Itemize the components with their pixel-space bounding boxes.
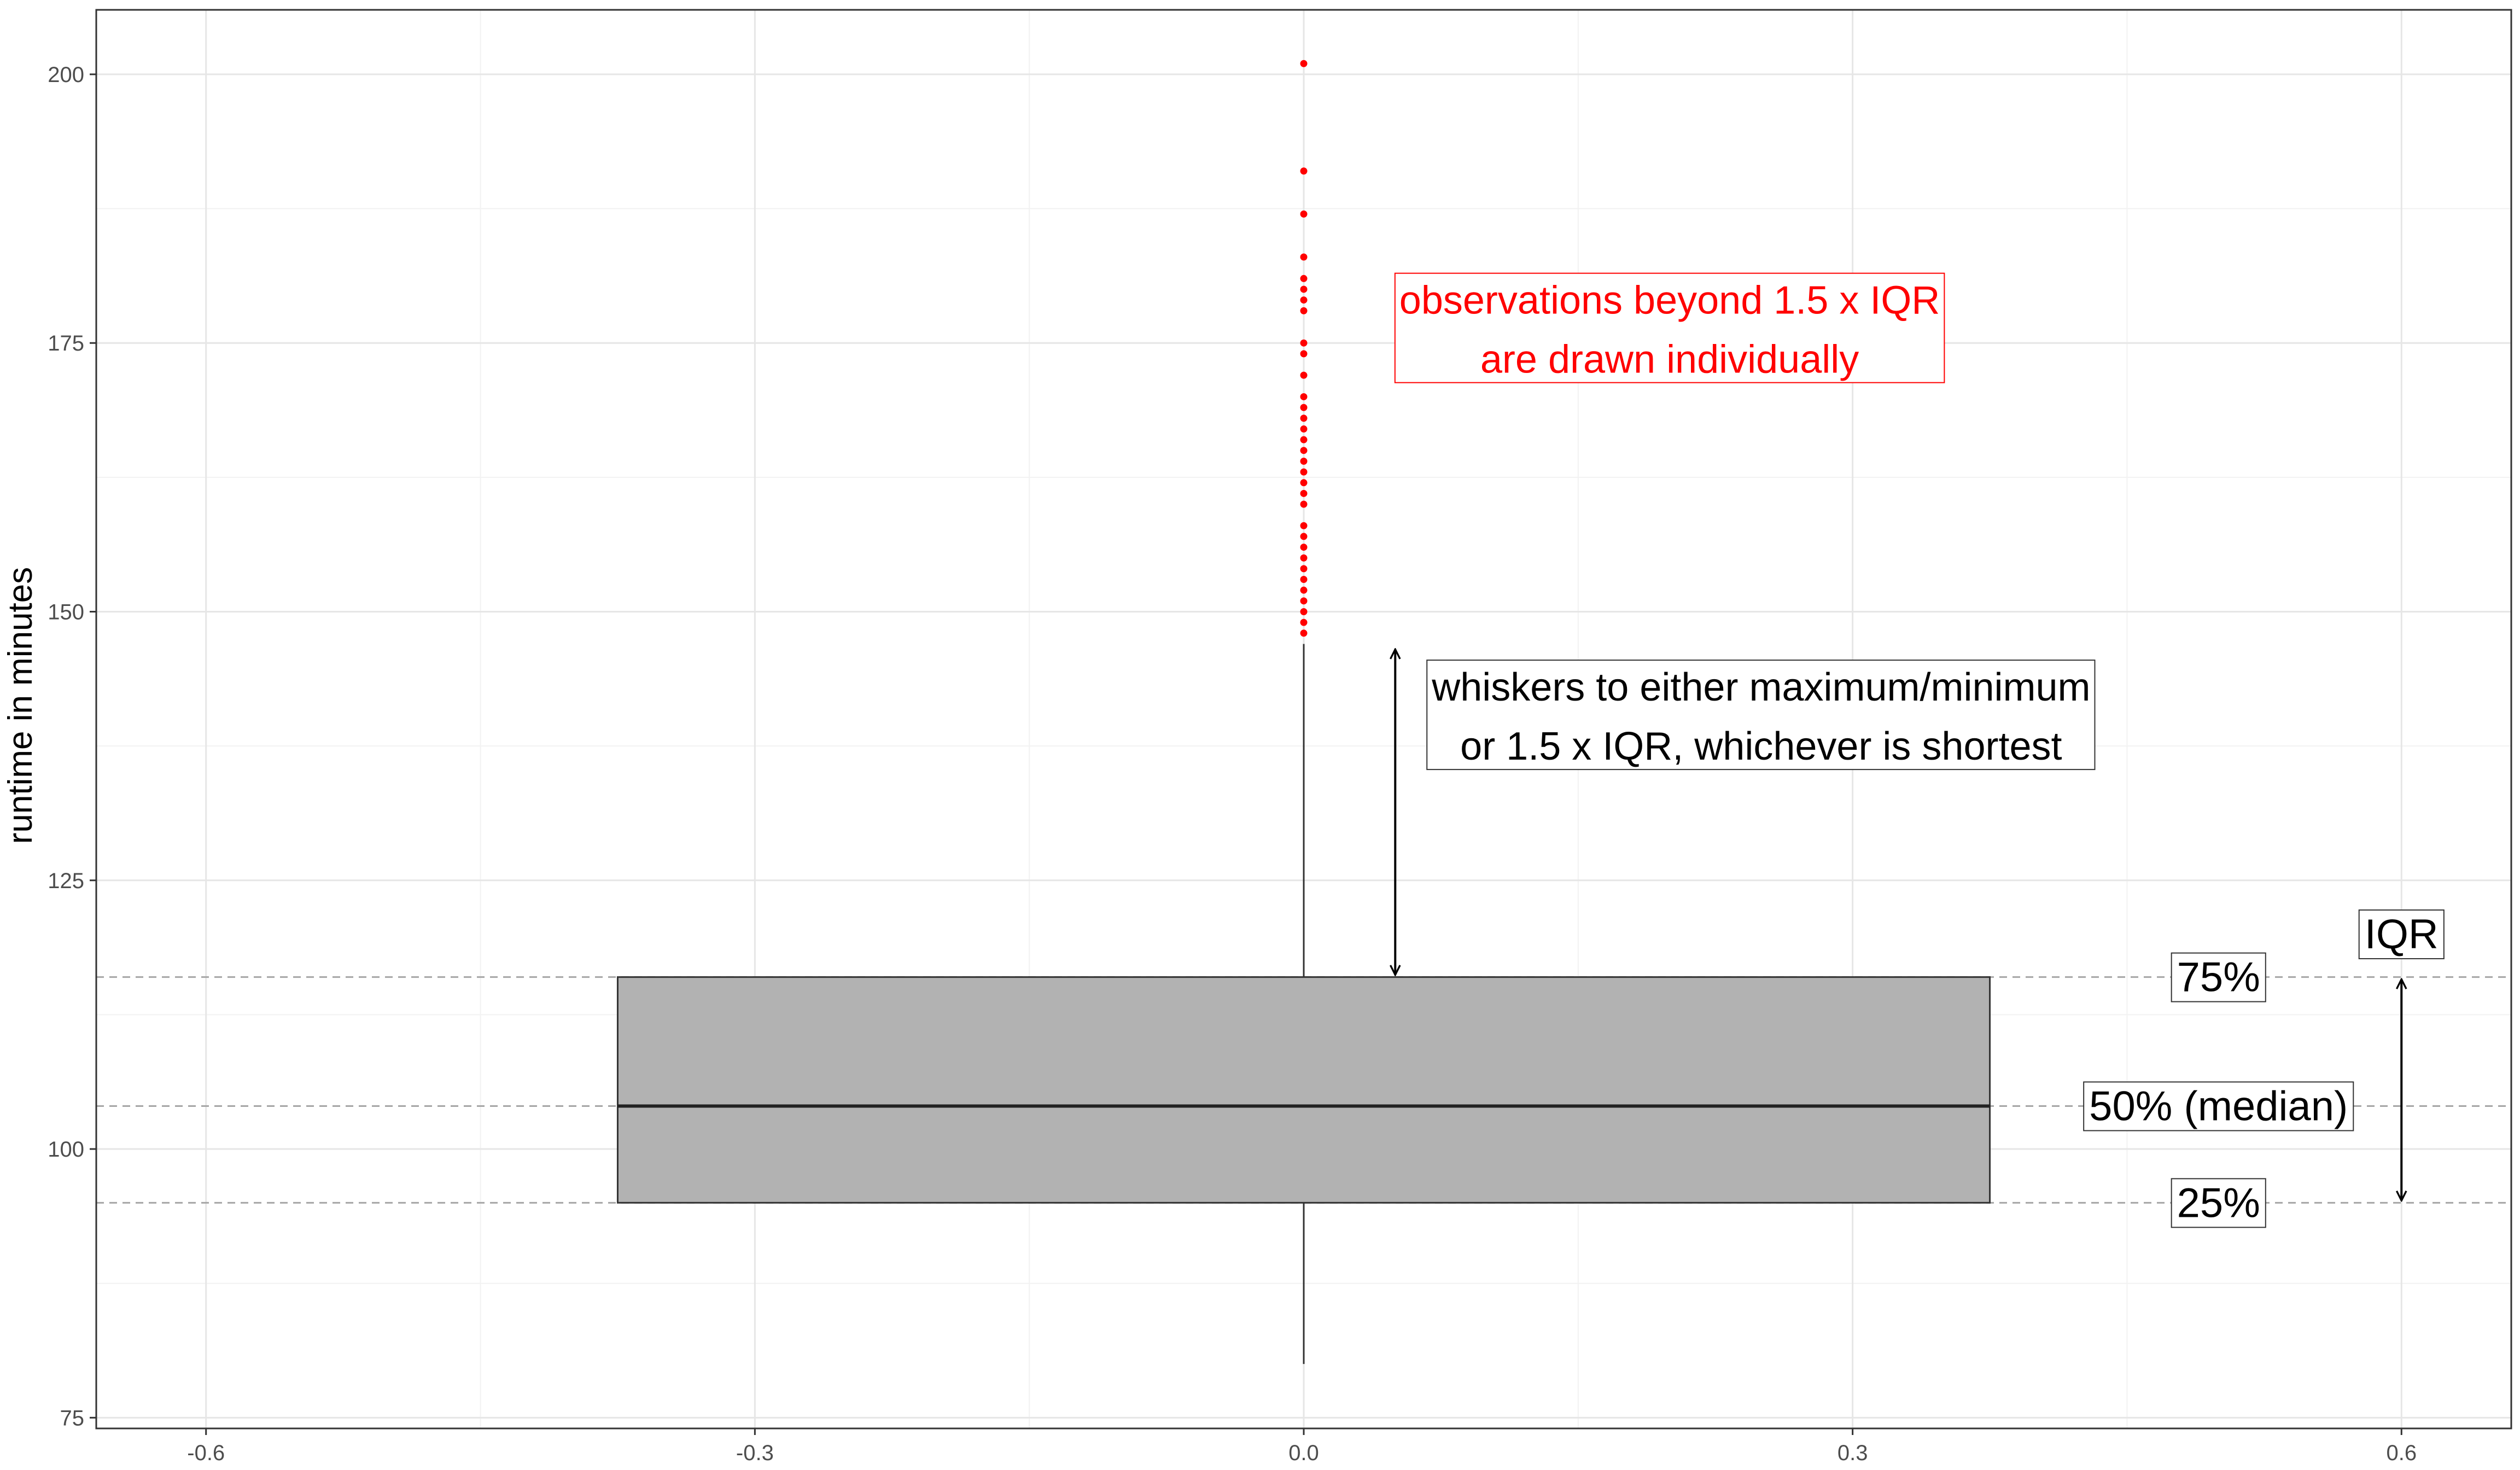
- outlier-point: [1300, 489, 1308, 497]
- y-tick-label: 125: [48, 869, 84, 893]
- outlier-point: [1300, 608, 1308, 615]
- outlier-point: [1300, 522, 1308, 529]
- outlier-point: [1300, 597, 1308, 605]
- y-tick-label: 150: [48, 600, 84, 624]
- q3-label: 75%: [2177, 954, 2260, 1001]
- outlier-point: [1300, 415, 1308, 422]
- y-tick-label: 100: [48, 1138, 84, 1162]
- x-tick-label: -0.6: [187, 1441, 225, 1465]
- median-label-group: 50% (median): [2083, 1081, 2354, 1131]
- x-tick-label: 0.6: [2386, 1441, 2417, 1465]
- outlier-point: [1300, 576, 1308, 584]
- outlier-point: [1300, 533, 1308, 540]
- iqr-label: IQR: [2365, 911, 2439, 958]
- outlier-point: [1300, 371, 1308, 379]
- outlier-point: [1300, 210, 1308, 218]
- y-axis: 75 100 125 150 175 200: [48, 63, 96, 1430]
- outlier-point: [1300, 350, 1308, 358]
- outlier-point: [1300, 544, 1308, 551]
- q1-label-box: [2171, 1178, 2266, 1228]
- outlier-point: [1300, 393, 1308, 400]
- outlier-point: [1300, 339, 1308, 347]
- outlier-point: [1300, 275, 1308, 282]
- outlier-point: [1300, 296, 1308, 304]
- whisker-annotation-line: or 1.5 x IQR, whichever is shortest: [1460, 725, 2062, 768]
- y-tick-label: 175: [48, 331, 84, 355]
- x-axis: -0.6 -0.3 0.0 0.3 0.6: [187, 1428, 2417, 1465]
- outlier-point: [1300, 457, 1308, 465]
- outliers-annotation-line: are drawn individually: [1480, 338, 1859, 382]
- outliers-annotation-group: observations beyond 1.5 x IQR are drawn i…: [1394, 272, 1945, 383]
- x-tick-label: -0.3: [736, 1441, 774, 1465]
- whisker-annotation-box: [1426, 660, 2096, 771]
- outlier-points: [1300, 60, 1308, 637]
- y-tick-label: 75: [60, 1406, 85, 1430]
- iqr-box: [616, 976, 1991, 1204]
- iqr-label-group: IQR: [2358, 909, 2445, 960]
- y-axis-title: runtime in minutes: [2, 567, 39, 844]
- median-label: 50% (median): [2089, 1083, 2348, 1129]
- q1-label: 25%: [2177, 1180, 2260, 1226]
- whisker-annotation-line: whiskers to either maximum/minimum: [1431, 666, 2090, 709]
- outlier-point: [1300, 307, 1308, 314]
- outlier-point: [1300, 436, 1308, 444]
- outlier-point: [1300, 167, 1308, 175]
- x-tick-label: 0.3: [1838, 1441, 1868, 1465]
- outlier-point: [1300, 285, 1308, 293]
- outlier-point: [1300, 586, 1308, 594]
- annotations: observations beyond 1.5 x IQR are drawn i…: [1394, 272, 2445, 1228]
- outlier-point: [1300, 554, 1308, 562]
- x-tick-label: 0.0: [1288, 1441, 1319, 1465]
- outlier-point: [1300, 629, 1308, 637]
- outlier-point: [1300, 565, 1308, 573]
- q3-label-group: 75%: [2171, 952, 2266, 1002]
- iqr-label-box: [2358, 909, 2445, 960]
- whisker-annotation-group: whiskers to either maximum/minimum or 1.5…: [1426, 660, 2096, 771]
- outlier-point: [1300, 619, 1308, 626]
- q3-label-box: [2171, 952, 2266, 1002]
- outlier-point: [1300, 404, 1308, 411]
- boxplot: [616, 644, 1991, 1364]
- outliers-annotation-box: [1394, 272, 1945, 383]
- outlier-point: [1300, 447, 1308, 454]
- median-label-box: [2083, 1081, 2354, 1131]
- outlier-point: [1300, 253, 1308, 261]
- outlier-point: [1300, 60, 1308, 67]
- y-tick-label: 200: [48, 63, 84, 87]
- outlier-point: [1300, 479, 1308, 487]
- q1-label-group: 25%: [2171, 1178, 2266, 1228]
- outlier-point: [1300, 425, 1308, 433]
- outliers-annotation-line: observations beyond 1.5 x IQR: [1399, 279, 1940, 323]
- outlier-point: [1300, 500, 1308, 508]
- outlier-point: [1300, 468, 1308, 476]
